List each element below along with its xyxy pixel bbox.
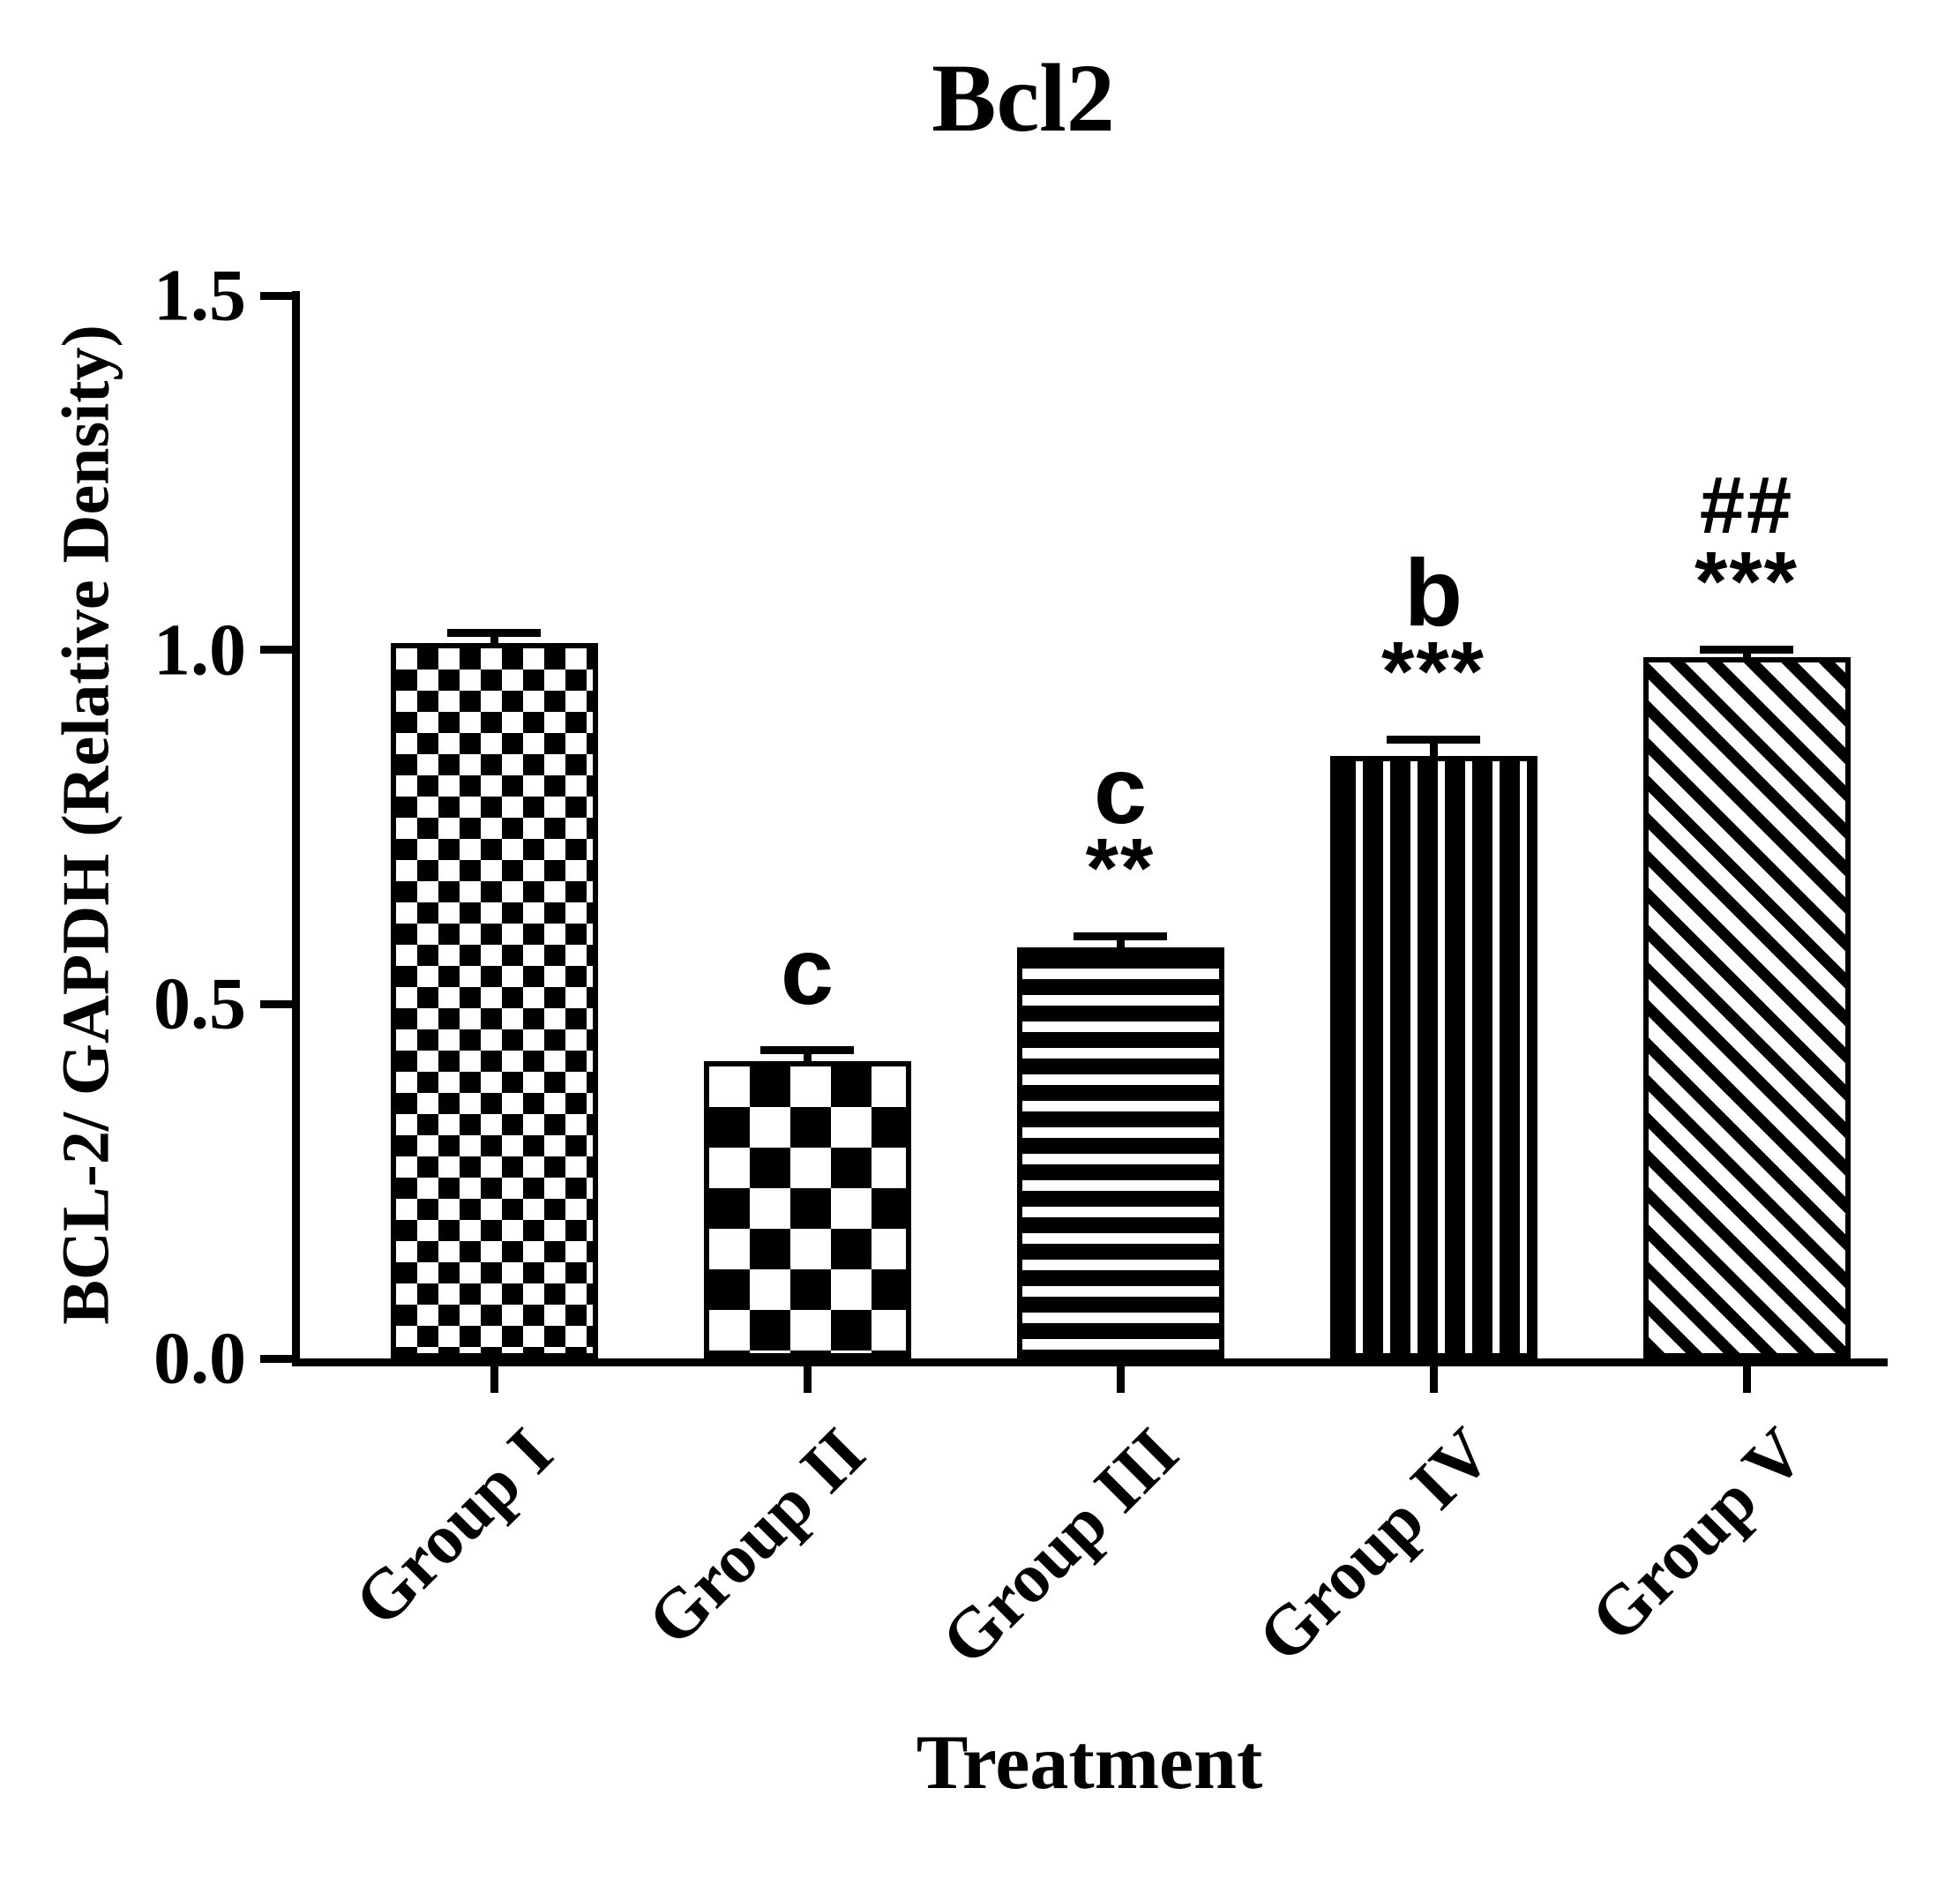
error-bar-stem-group-ii — [804, 1053, 812, 1061]
y-tick-label: 1.0 — [153, 609, 246, 692]
chart-title: Bcl2 — [931, 44, 1115, 152]
bar-group-i — [390, 642, 598, 1358]
x-category-label-group-i: Group I — [340, 1413, 567, 1642]
y-axis-tick — [260, 291, 292, 300]
significance-stars: *** — [1694, 534, 1799, 629]
x-axis-tick — [1430, 1366, 1438, 1393]
x-category-label-group-ii: Group II — [633, 1413, 880, 1661]
x-axis-label: Treatment — [916, 1720, 1263, 1806]
bar-group-iii — [1016, 947, 1224, 1358]
y-axis-line — [292, 291, 300, 1366]
error-bar-stem-group-i — [490, 637, 498, 643]
x-axis-tick — [490, 1366, 498, 1393]
bar-annotation-group-v: ## *** — [1694, 460, 1799, 629]
error-bar-cap-group-i — [447, 629, 541, 638]
x-category-label-group-iv: Group IV — [1243, 1413, 1507, 1678]
x-axis-line — [292, 1358, 1888, 1366]
x-category-label-group-iii: Group III — [927, 1413, 1193, 1680]
significance-hashes: ## — [1699, 460, 1794, 551]
bar-annotation-group-ii: c — [780, 917, 834, 1024]
significance-stars: ** — [1085, 821, 1156, 917]
x-axis-tick — [804, 1366, 812, 1393]
significance-letter: c — [780, 917, 834, 1024]
significance-letter: c — [1093, 736, 1148, 843]
bar-annotation-group-iii: c ** — [1085, 736, 1156, 917]
bar-group-v — [1642, 656, 1851, 1358]
y-tick-label: 0.0 — [153, 1317, 246, 1400]
error-bar-stem-group-v — [1743, 653, 1751, 657]
error-bar-cap-group-ii — [760, 1045, 854, 1054]
error-bar-cap-group-v — [1700, 645, 1793, 654]
x-axis-tick — [1743, 1366, 1751, 1393]
y-axis-tick — [260, 646, 292, 655]
bar-group-iv — [1329, 756, 1537, 1358]
significance-letter: b — [1404, 539, 1463, 647]
x-category-label-group-v: Group V — [1576, 1413, 1820, 1657]
y-tick-label: 0.5 — [153, 962, 246, 1045]
bar-annotation-group-iv: b *** — [1380, 539, 1486, 719]
error-bar-stem-group-iv — [1430, 743, 1438, 757]
y-axis-tick — [260, 1354, 292, 1363]
error-bar-cap-group-iv — [1387, 735, 1480, 744]
error-bar-stem-group-iii — [1117, 940, 1125, 948]
y-tick-label: 1.5 — [153, 254, 246, 337]
y-axis-label: BCL-2/ GAPDH (Relative Density) — [49, 325, 123, 1325]
y-axis-tick — [260, 999, 292, 1008]
x-axis-tick — [1117, 1366, 1125, 1393]
error-bar-cap-group-iii — [1074, 932, 1167, 941]
bar-group-ii — [703, 1060, 911, 1358]
significance-stars: *** — [1380, 624, 1486, 719]
